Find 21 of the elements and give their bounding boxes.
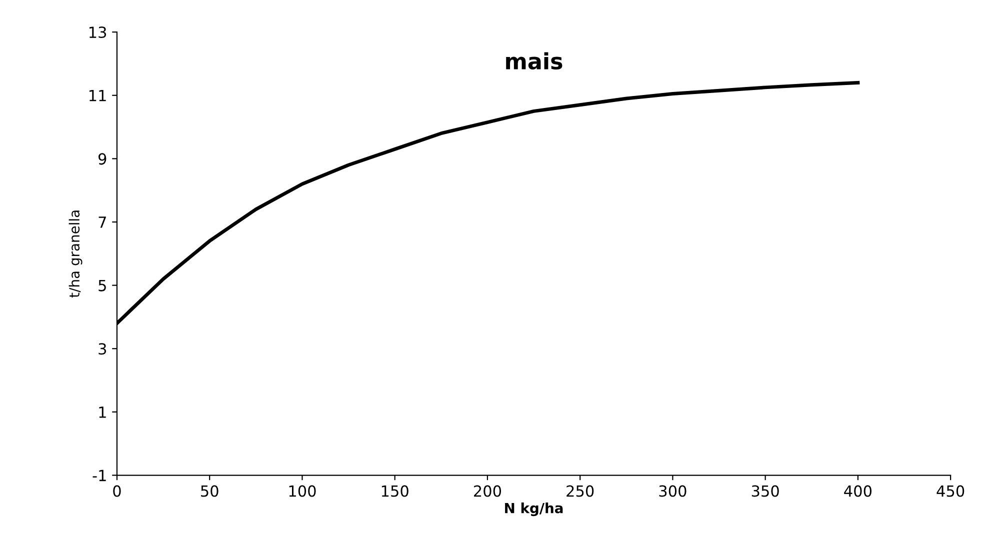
text: mais — [506, 52, 562, 70]
x-tick-label: 100 — [289, 485, 316, 497]
x-axis-title: N kg/ha — [505, 502, 563, 516]
y-tick-label: 9 — [98, 153, 106, 165]
y-tick-label: 5 — [98, 280, 106, 292]
x-tick-label: 350 — [752, 485, 779, 497]
x-tick-label: 400 — [844, 485, 872, 497]
x-tick-label: 250 — [566, 485, 594, 497]
x-tick-label: 150 — [382, 485, 408, 497]
y-tick-label: 1 — [99, 406, 106, 418]
y-tick-label: 7 — [98, 216, 106, 228]
x-tick-label: 300 — [659, 485, 686, 497]
y-tick-label: 3 — [98, 343, 106, 355]
x-tick-label: 50 — [201, 485, 218, 497]
y-tick-label: 13 — [89, 26, 106, 38]
y-tick-label: -1 — [92, 470, 106, 482]
x-tick-label: 200 — [474, 485, 502, 497]
x-tick-label: 0 — [113, 485, 121, 497]
x-tick-label: 450 — [936, 485, 964, 497]
y-tick-label: 11 — [89, 90, 106, 102]
y-axis-title: t/ha granella — [68, 210, 82, 298]
